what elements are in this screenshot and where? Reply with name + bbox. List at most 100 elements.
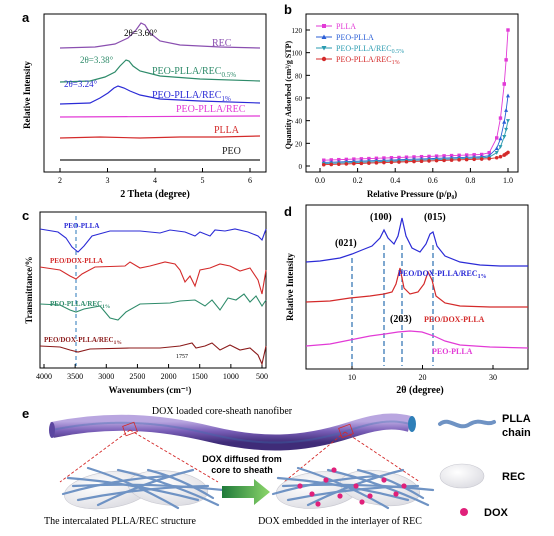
plla-chain <box>116 468 220 507</box>
isotherm-point <box>479 157 484 161</box>
isotherm-point <box>506 28 510 32</box>
tick-label: 1.0 <box>503 176 513 185</box>
isotherm-point <box>329 158 333 162</box>
isotherm-point <box>449 153 454 158</box>
isotherm-point <box>472 157 476 162</box>
curve-c-peo-dox-plla <box>39 261 267 295</box>
annotation-1: 2θ=3.24° <box>64 79 98 89</box>
legend-entry: PEO-PLLA/REC1% <box>336 55 400 66</box>
left-caption: The intercalated PLLA/REC structure <box>44 516 196 527</box>
panel-c-frame <box>39 211 267 369</box>
peak-100: (100) <box>370 212 392 223</box>
panel-e-legend: PLLA chain REC DOX <box>438 413 531 519</box>
panel-d-frame <box>305 204 529 370</box>
label-c-peo-dox-plla-rec: PEO/DOX-PLLA/REC1% <box>44 336 122 346</box>
isotherm-point <box>457 153 461 158</box>
dox-molecule <box>331 467 337 473</box>
isotherm-point <box>464 153 469 157</box>
isotherm-point <box>382 160 386 165</box>
isotherm-point <box>464 157 469 162</box>
right-caption: DOX embedded in the interlayer of REC <box>258 516 422 527</box>
panel-d-xticks: 10 20 30 <box>348 365 497 382</box>
label-peo-plla-rec: PEO-PLLA/REC <box>176 104 246 115</box>
peak-021: (021) <box>335 238 357 249</box>
peak-203: (203) <box>390 314 412 325</box>
marker-1757: 1757 <box>176 354 188 360</box>
isotherm-point <box>502 82 506 86</box>
plla-chain <box>71 483 225 492</box>
curve-d-peo-plla <box>305 330 529 349</box>
isotherm-point <box>442 154 446 158</box>
isotherm-point <box>344 157 349 162</box>
label-rec: REC <box>212 38 232 49</box>
panel-letter-d: d <box>284 204 292 219</box>
dox-molecule <box>315 501 321 507</box>
zoom-box-left <box>122 421 138 437</box>
plla-chain <box>146 468 215 500</box>
dox-molecule <box>367 493 373 499</box>
isotherm-line <box>323 120 509 165</box>
isotherm-point <box>506 150 510 155</box>
isotherm-point <box>434 154 439 158</box>
arrow-text-2: core to sheath <box>211 465 273 475</box>
tick-label: 2500 <box>129 372 145 381</box>
isotherm-point <box>412 159 416 164</box>
legend-marker <box>322 24 326 28</box>
nanofiber-core <box>51 420 411 444</box>
isotherm-point <box>427 159 431 163</box>
tick-label: 4 <box>153 176 157 185</box>
zoom-line-left-2 <box>129 429 219 483</box>
dox-molecule <box>401 483 407 489</box>
label-d-peo-dox-plla: PEO/DOX-PLLA <box>424 315 485 324</box>
label-peo-plla-rec-0-5: PEO-PLLA/REC0.5% <box>152 66 236 79</box>
tick-label: 120 <box>292 27 303 35</box>
isotherm-point <box>397 155 401 160</box>
isotherm-point <box>504 108 509 112</box>
isotherm-point <box>359 161 364 166</box>
dox-molecule <box>309 491 315 497</box>
panel-b-frame <box>305 13 519 173</box>
plla-chain <box>61 474 170 496</box>
label-d-peo-dox-plla-rec: PEO/DOX-PLLA/REC1% <box>398 269 487 280</box>
zoom-line-right-1 <box>283 431 346 483</box>
panel-b-series <box>321 28 510 167</box>
panel-c: c Transmittance/% Wavenumbers (cm⁻¹) 400… <box>22 208 268 395</box>
isotherm-point <box>504 58 508 62</box>
nanofiber <box>50 413 413 451</box>
panel-a-ylabel: Relative Intensity <box>22 61 32 129</box>
dox-molecule <box>359 499 365 505</box>
curve-c-peo-plla-rec <box>39 293 267 321</box>
isotherm-point <box>502 119 507 124</box>
legend-dox: DOX <box>484 507 509 519</box>
isotherm-point <box>502 135 507 139</box>
panel-e: e DOX loaded core-sheath nanofiber DOX d… <box>22 406 531 527</box>
curve-d-peo-dox-plla-rec <box>305 217 528 267</box>
isotherm-point <box>487 156 492 161</box>
annotation-0-5: 2θ=3.38° <box>80 55 114 65</box>
tick-label: 0.6 <box>428 176 438 185</box>
tick-label: 10 <box>348 373 356 382</box>
isotherm-point <box>397 160 401 164</box>
panel-letter-b: b <box>284 2 292 17</box>
curve-peo-plla-rec-0-5 <box>59 59 261 83</box>
isotherm-point <box>472 153 476 157</box>
panel-letter-a: a <box>22 10 30 25</box>
tick-label: 1500 <box>192 372 208 381</box>
label-c-peo-dox-plla: PEO/DOX-PLLA <box>50 257 103 265</box>
label-peo: PEO <box>222 146 241 157</box>
isotherm-point <box>498 145 503 149</box>
zoom-line-left-1 <box>59 429 131 483</box>
dox-molecule <box>353 483 359 489</box>
diffusion-arrow <box>222 479 270 505</box>
isotherm-point <box>367 161 371 165</box>
isotherm-point <box>337 157 341 162</box>
isotherm-point <box>506 93 510 98</box>
panel-letter-c: c <box>22 208 29 223</box>
legend-plla: PLLA <box>502 413 531 425</box>
isotherm-point <box>352 157 356 161</box>
tick-label: 1000 <box>223 372 239 381</box>
isotherm-point <box>412 155 416 159</box>
isotherm-point <box>337 162 341 166</box>
panel-b-xticks: 0.0 0.2 0.4 0.6 0.8 1.0 <box>315 168 513 185</box>
tick-label: 4000 <box>36 372 52 381</box>
